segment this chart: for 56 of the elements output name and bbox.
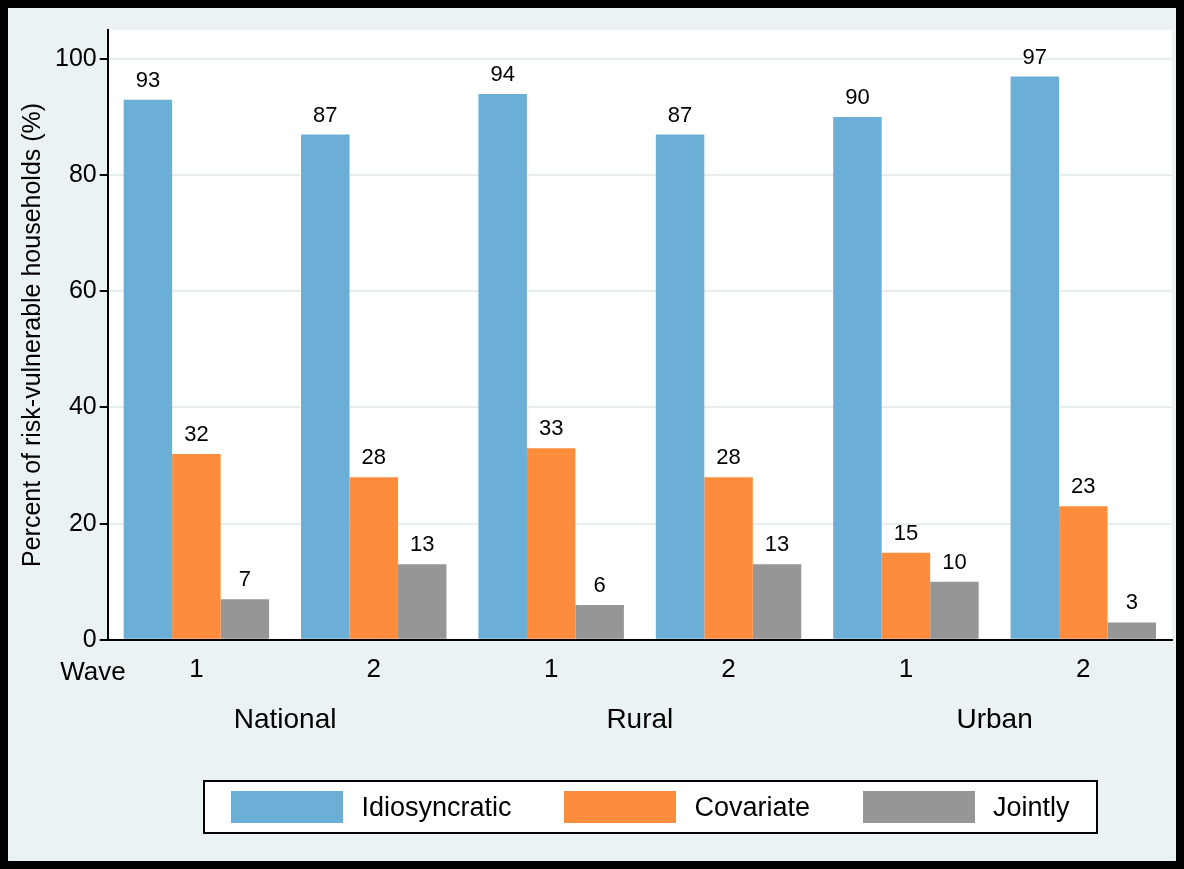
y-tick-label: 100 (54, 42, 97, 71)
legend-label: Idiosyncratic (361, 791, 512, 823)
bar (704, 477, 753, 639)
y-tick-label: 0 (82, 623, 97, 652)
bar (1107, 622, 1157, 639)
data-label: 6 (593, 572, 606, 598)
data-label: 33 (538, 415, 564, 441)
bar (478, 93, 527, 639)
data-label: 28 (361, 444, 387, 470)
data-label: 87 (667, 101, 693, 127)
data-label: 94 (490, 60, 515, 86)
data-label: 23 (1071, 473, 1096, 499)
data-label: 28 (716, 444, 741, 470)
data-label: 90 (845, 84, 870, 110)
bar (220, 599, 270, 639)
legend-label: Jointly (992, 791, 1070, 823)
data-label: 7 (238, 566, 252, 592)
data-label: 13 (764, 531, 790, 557)
y-tick-label: 20 (68, 507, 97, 536)
bar (1059, 506, 1108, 639)
data-label: 3 (1125, 589, 1138, 615)
x-tick-label: 1 (898, 652, 914, 683)
text: Rural (606, 702, 674, 734)
x-tick-label: 1 (189, 652, 204, 683)
data-label: 10 (942, 548, 967, 574)
bar (1010, 76, 1060, 639)
bar (526, 448, 576, 639)
x-tick-label: 2 (721, 652, 736, 683)
text: National (233, 702, 337, 734)
bar (398, 564, 447, 639)
data-label: 87 (313, 101, 338, 127)
data-label: 15 (893, 519, 919, 545)
bar (575, 604, 624, 639)
y-tick-label: 60 (68, 275, 97, 304)
x-tick-label: 1 (543, 652, 559, 683)
x-tick-label: 2 (1076, 652, 1091, 683)
text: Urban (956, 702, 1033, 734)
data-label: 93 (135, 66, 161, 92)
bar (172, 453, 221, 639)
legend-label: Covariate (694, 791, 811, 823)
data-label: 97 (1022, 43, 1048, 69)
bar (752, 564, 802, 639)
bar (655, 134, 705, 639)
y-tick-label: 80 (68, 159, 97, 188)
y-tick-label: 40 (68, 391, 97, 420)
data-label: 13 (410, 531, 435, 557)
bar (881, 552, 931, 639)
bar (123, 99, 173, 639)
bar (930, 581, 979, 639)
x-tick-label: 2 (366, 652, 382, 683)
x-axis-title: Wave (60, 655, 126, 686)
data-label: 32 (184, 421, 209, 447)
bar (349, 477, 399, 639)
y-axis-title: Percent of risk-vulnerable households (%) (16, 102, 45, 567)
bar (301, 134, 350, 639)
bar (833, 117, 882, 639)
